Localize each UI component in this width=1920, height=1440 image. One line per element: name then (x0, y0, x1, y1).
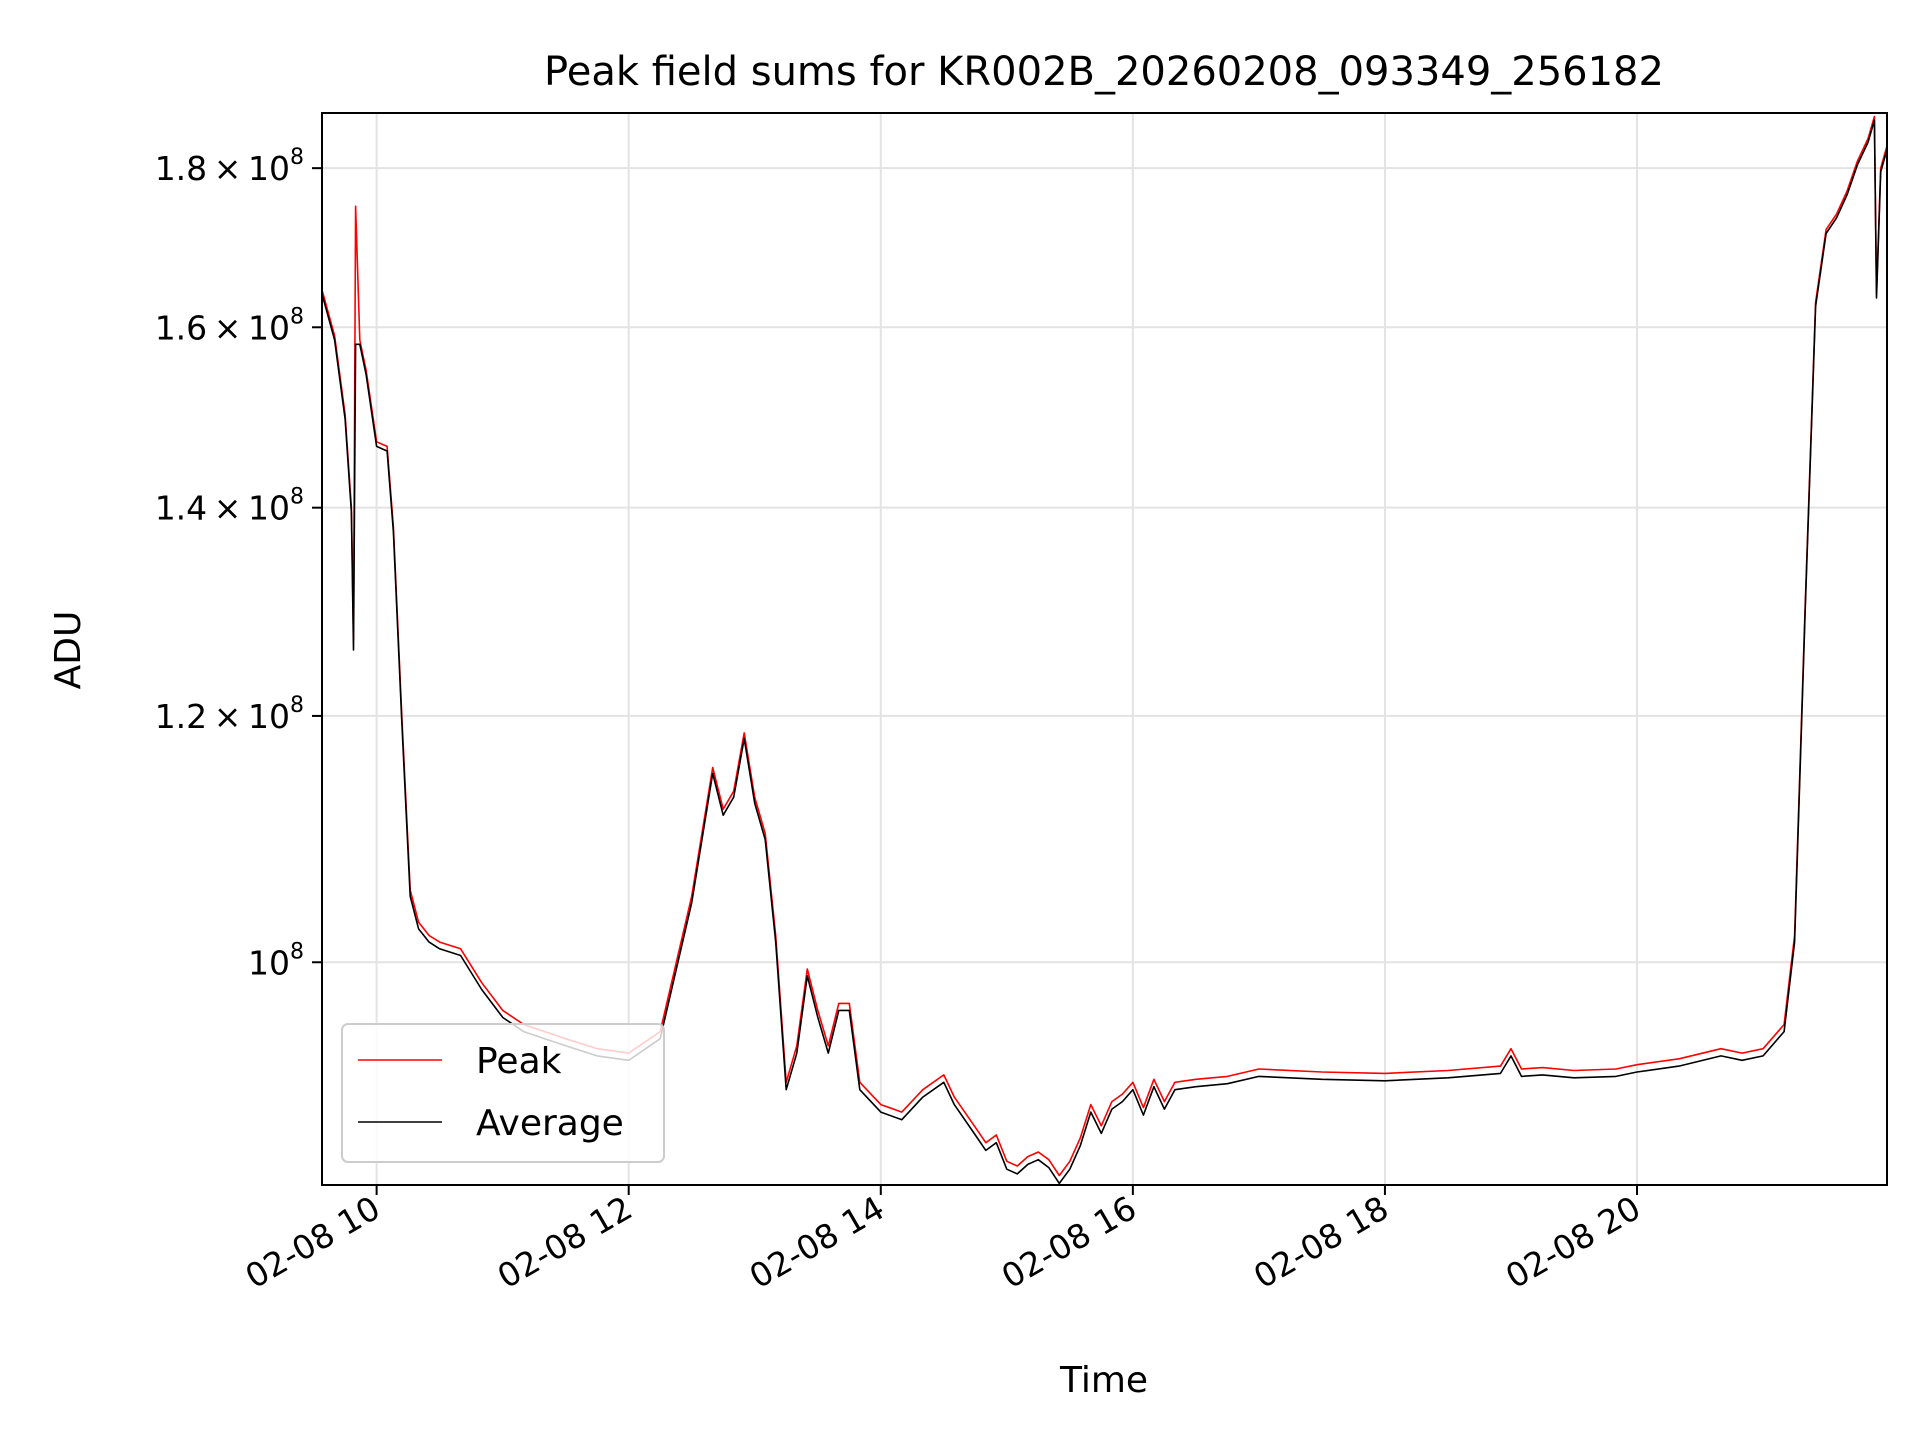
y-axis: 108 1.2 × 108 1.4 × 108 1.6 × 108 1.8 × 108 (155, 145, 322, 982)
x-tick-label-0: 02-08 10 (239, 1188, 387, 1296)
y-tick-label-3: 1.6 × 108 (155, 304, 304, 347)
x-tick-label-3: 02-08 16 (995, 1188, 1143, 1296)
legend-label-average: Average (476, 1103, 624, 1144)
x-axis-label: Time (1059, 1360, 1148, 1401)
series-line-peak (322, 115, 1887, 1177)
x-tick-label-1: 02-08 12 (491, 1188, 639, 1296)
x-tick-label-5: 02-08 20 (1499, 1188, 1647, 1296)
chart-title: Peak field sums for KR002B_20260208_0933… (544, 49, 1664, 95)
x-tick-label-4: 02-08 18 (1247, 1188, 1395, 1296)
y-tick-label-0: 108 (248, 939, 304, 982)
legend: Peak Average (341, 1023, 665, 1163)
y-tick-label-2: 1.4 × 108 (155, 485, 304, 528)
x-tick-label-2: 02-08 14 (743, 1188, 891, 1296)
y-tick-label-4: 1.8 × 108 (155, 145, 304, 188)
y-axis-label: ADU (48, 611, 89, 690)
plot-frame (321, 112, 1888, 1186)
series-line-average (322, 119, 1887, 1185)
grid (322, 113, 1887, 1185)
y-tick-label-1: 1.2 × 108 (155, 693, 304, 736)
x-axis: 02-08 10 02-08 12 02-08 14 02-08 16 02-08 18… (239, 1185, 1647, 1296)
legend-box (341, 1023, 665, 1163)
legend-label-peak: Peak (476, 1041, 562, 1082)
